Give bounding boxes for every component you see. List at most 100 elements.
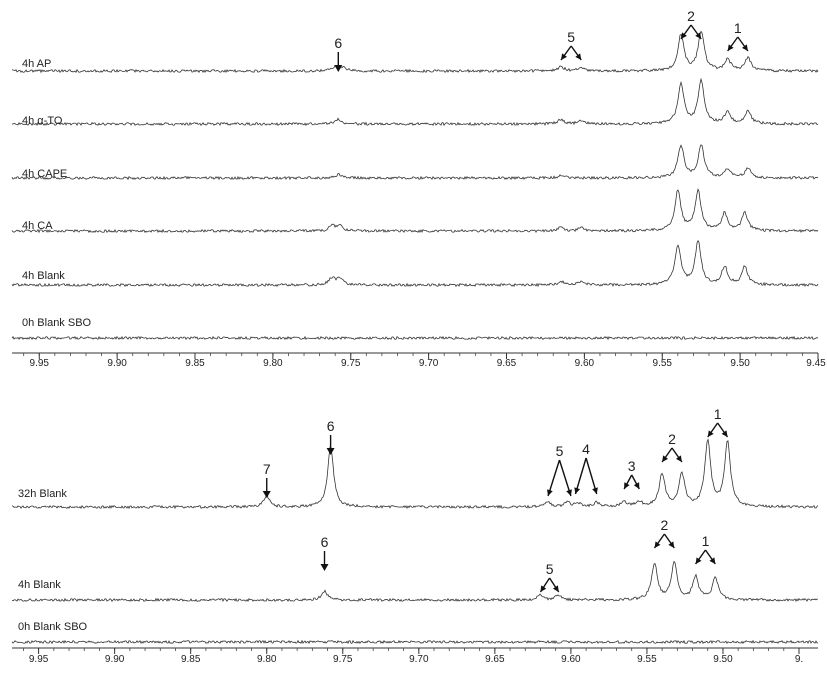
peak-number-label: 6 xyxy=(321,534,329,550)
arrow-head xyxy=(334,65,343,72)
peak-annotation: 4 xyxy=(574,441,598,495)
arrow-head xyxy=(262,491,271,498)
arrow-head xyxy=(566,489,572,496)
arrow-head xyxy=(552,585,559,592)
peak-annotation: 1 xyxy=(727,20,749,52)
peak-number-label: 2 xyxy=(661,517,669,533)
peak-number-label: 5 xyxy=(567,29,575,45)
peak-annotations: 6 5 2 1 7 6 5 4 3 2 1 6 5 2 1 xyxy=(262,8,749,593)
x-tick-label: 9.60 xyxy=(561,654,581,665)
peak-annotation: 2 xyxy=(680,8,702,40)
peak-annotation: 5 xyxy=(560,29,582,61)
peak-number-label: 5 xyxy=(546,561,554,577)
peak-number-label: 6 xyxy=(334,35,342,51)
spectrum-traces xyxy=(11,30,819,645)
peak-annotation: 5 xyxy=(539,561,560,593)
trace-label: 4h Blank xyxy=(18,579,61,591)
arrow-head xyxy=(624,482,630,489)
x-tick-label: 9.65 xyxy=(497,358,517,369)
arrow-head xyxy=(709,557,716,564)
spectrum-trace xyxy=(11,239,819,288)
x-tick-label: 9.95 xyxy=(29,654,49,665)
x-tick-label: 9.70 xyxy=(419,358,439,369)
arrow-head xyxy=(574,487,581,494)
x-tick-label: 9.90 xyxy=(107,358,127,369)
peak-annotation: 1 xyxy=(707,406,729,438)
arrow-head xyxy=(561,53,567,60)
x-tick-label: 9.55 xyxy=(653,358,673,369)
x-tick-label: 9.70 xyxy=(409,654,429,665)
arrow-head xyxy=(741,44,748,51)
x-tick-label: 9.45 xyxy=(806,358,826,369)
x-tick-label: 9.90 xyxy=(105,654,125,665)
spectrum-trace xyxy=(11,560,819,603)
trace-label: 4h CAPE xyxy=(22,168,67,180)
arrow-head xyxy=(326,448,335,455)
arrow-head xyxy=(662,455,669,462)
arrow-head xyxy=(695,557,702,564)
peak-number-label: 2 xyxy=(687,8,695,24)
trace-label: 32h Blank xyxy=(18,488,67,500)
peak-number-label: 3 xyxy=(628,458,636,474)
spectrum-trace xyxy=(11,335,819,341)
arrow-head xyxy=(592,487,598,494)
x-tick-label: 9.85 xyxy=(181,654,201,665)
peak-annotation: 7 xyxy=(262,461,271,498)
peak-annotation: 2 xyxy=(661,431,683,463)
x-tick-label: 9.50 xyxy=(713,654,733,665)
x-tick-label: 9.75 xyxy=(333,654,353,665)
x-tick-label: 9.50 xyxy=(730,358,750,369)
x-tick-label: 9. xyxy=(795,654,803,665)
peak-number-label: 4 xyxy=(582,441,590,457)
spectrum-trace xyxy=(11,144,819,181)
trace-label: 4h Blank xyxy=(22,270,65,282)
annotation-arrow xyxy=(547,459,561,497)
axes: 9.95 9.90 9.85 9.80 9.75 9.70 9.65 9.60 9.55 9.50… xyxy=(12,352,826,665)
trace-label: 4h CA xyxy=(22,220,53,232)
x-tick-label: 9.85 xyxy=(185,358,205,369)
peak-annotation: 6 xyxy=(320,534,329,571)
x-tick-label: 9.80 xyxy=(263,358,283,369)
x-tick-label: 9.60 xyxy=(575,358,595,369)
spectrum-trace xyxy=(11,639,819,645)
arrow-head xyxy=(575,53,582,60)
arrow-head xyxy=(675,455,682,462)
trace-label: 4h α-TO xyxy=(22,115,63,127)
annotation-arrow xyxy=(585,457,598,495)
peak-annotation: 6 xyxy=(326,418,335,455)
annotation-arrow xyxy=(574,457,587,495)
spectrum-trace xyxy=(11,30,819,74)
spectrum-trace xyxy=(11,77,819,127)
arrow-head xyxy=(695,32,702,39)
arrow-head xyxy=(540,585,547,592)
peak-number-label: 5 xyxy=(556,443,564,459)
peak-number-label: 6 xyxy=(327,418,335,434)
x-tick-label: 9.55 xyxy=(637,654,657,665)
spectrum-trace xyxy=(11,438,819,510)
arrow-head xyxy=(633,482,640,489)
peak-number-label: 1 xyxy=(702,533,710,549)
arrow-head xyxy=(680,32,687,39)
arrow-head xyxy=(707,430,714,437)
arrow-head xyxy=(721,430,728,437)
arrow-head xyxy=(654,541,661,548)
x-tick-label: 9.75 xyxy=(341,358,361,369)
x-tick-label: 9.95 xyxy=(30,358,50,369)
trace-label: 4h AP xyxy=(22,58,51,70)
trace-labels: 4h AP 4h α-TO 4h CAPE 4h CA 4h Blank 0h Blank… xyxy=(18,58,92,633)
peak-number-label: 1 xyxy=(714,406,722,422)
arrow-head xyxy=(320,564,329,571)
peak-annotation: 2 xyxy=(653,517,675,549)
peak-number-label: 2 xyxy=(668,431,676,447)
peak-annotation: 1 xyxy=(695,533,716,565)
arrow-head xyxy=(668,541,675,548)
peak-number-label: 7 xyxy=(263,461,271,477)
spectrum-trace xyxy=(11,188,819,234)
arrow-head xyxy=(727,44,734,51)
annotation-arrow xyxy=(558,459,572,497)
peak-number-label: 1 xyxy=(734,20,742,36)
x-tick-label: 9.80 xyxy=(257,654,277,665)
trace-label: 0h Blank SBO xyxy=(22,317,92,329)
x-tick-label: 9.65 xyxy=(485,654,505,665)
